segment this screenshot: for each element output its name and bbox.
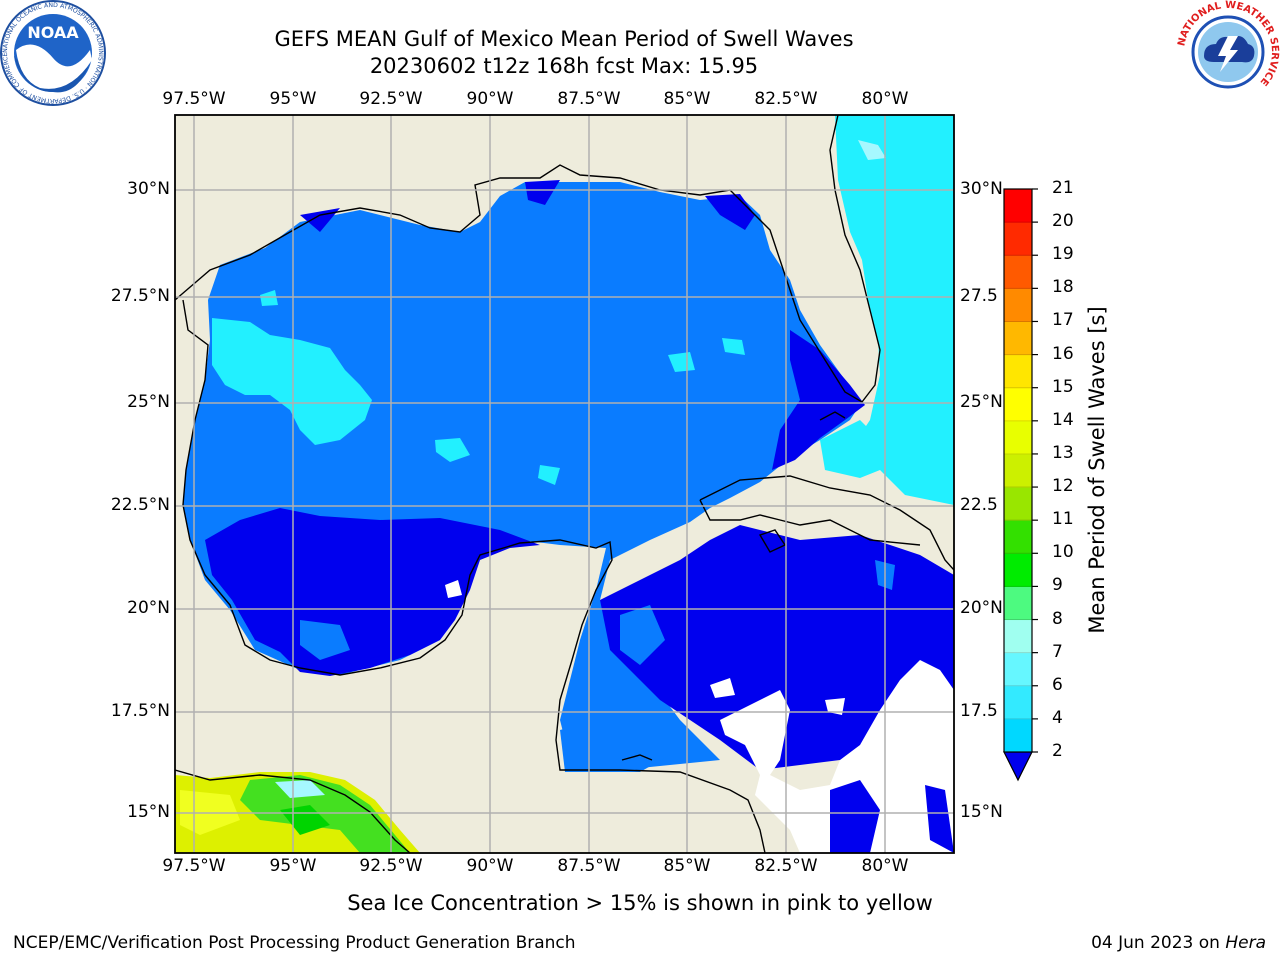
colorbar-segment <box>1004 453 1032 488</box>
lat-label-right: 25°N <box>960 392 1003 412</box>
colorbar-segment <box>1004 420 1032 455</box>
nws-logo: NATIONAL WEATHER SERVICE <box>1176 0 1280 103</box>
cyan-patch-west-gulf <box>212 318 372 445</box>
lon-label-top: 92.5°W <box>359 89 423 109</box>
low-period-region-florida-straits <box>772 330 865 470</box>
no-data-region <box>720 660 954 853</box>
colorbar-under-arrow <box>1003 751 1033 782</box>
atlantic-swell-region <box>835 115 954 505</box>
colorbar-segment <box>1004 553 1032 587</box>
colorbar-label: Mean Period of Swell Waves [s] <box>1085 306 1109 634</box>
lon-label-top: 87.5°W <box>557 89 621 109</box>
colorbar-segment <box>1004 321 1032 356</box>
lat-label-left: 30°N <box>127 179 170 199</box>
noaa-logo: NATIONAL OCEANIC AND ATMOSPHERIC ADMINIS… <box>0 0 106 106</box>
lat-label-left: 20°N <box>127 598 170 618</box>
colorbar-segment <box>1004 685 1032 720</box>
colorbar-segment <box>1004 189 1032 223</box>
colorbar-tick-label: 19 <box>1052 244 1074 265</box>
lat-label-right: 27.5 <box>960 286 998 306</box>
noaa-wordmark: NOAA <box>27 23 79 42</box>
lon-label-top: 82.5°W <box>754 89 818 109</box>
lat-label-right: 20°N <box>960 598 1003 618</box>
lon-label-top: 95°W <box>269 89 317 109</box>
lat-label-right: 15°N <box>960 802 1003 822</box>
lon-label-bottom: 90°W <box>466 856 514 876</box>
lon-label-top: 85°W <box>663 89 711 109</box>
colorbar-tick-label: 7 <box>1052 641 1063 662</box>
colorbar-frame <box>1003 188 1033 753</box>
lon-label-top: 97.5°W <box>162 89 226 109</box>
lat-label-right: 22.5 <box>960 495 998 515</box>
map-frame <box>174 114 955 854</box>
colorbar-tick-label: 6 <box>1052 674 1063 695</box>
colorbar <box>1003 188 1033 782</box>
graticule <box>175 115 954 853</box>
map-title: GEFS MEAN Gulf of Mexico Mean Period of … <box>274 27 854 51</box>
lon-label-top: 80°W <box>861 89 909 109</box>
lat-label-right: 17.5 <box>960 701 998 721</box>
lon-label-bottom: 97.5°W <box>162 856 226 876</box>
lon-label-bottom: 87.5°W <box>557 856 621 876</box>
lat-label-right: 30°N <box>960 179 1003 199</box>
low-period-region-caribbean <box>600 525 954 780</box>
colorbar-segment <box>1004 222 1032 256</box>
colorbar-tick-label: 13 <box>1052 442 1074 463</box>
colorbar-segment <box>1004 387 1032 422</box>
colorbar-segment <box>1004 354 1032 389</box>
lat-label-left: 22.5°N <box>110 495 170 515</box>
colorbar-tick-label: 15 <box>1052 376 1074 397</box>
colorbar-tick-label: 14 <box>1052 409 1074 430</box>
colorbar-tick-label: 12 <box>1052 476 1074 497</box>
sea-ice-note: Sea Ice Concentration > 15% is shown in … <box>347 891 933 915</box>
footer-date-text: 04 Jun 2023 on <box>1091 933 1226 953</box>
footer-host: Hera <box>1225 933 1266 953</box>
lat-label-left: 25°N <box>127 392 170 412</box>
map-subtitle-run: 20230602 t12z 168h fcst Max: 15.95 <box>369 54 759 78</box>
footer-date: 04 Jun 2023 on Hera <box>1091 933 1266 953</box>
lon-label-bottom: 80°W <box>861 856 909 876</box>
colorbar-segment <box>1004 586 1032 621</box>
colorbar-segment <box>1004 652 1032 687</box>
lon-label-bottom: 82.5°W <box>754 856 818 876</box>
low-period-region-bay-of-campeche <box>205 508 540 676</box>
colorbar-segment <box>1004 619 1032 654</box>
lon-label-bottom: 95°W <box>269 856 317 876</box>
lat-label-left: 15°N <box>127 802 170 822</box>
colorbar-tick-label: 16 <box>1052 343 1074 364</box>
lat-label-left: 27.5°N <box>110 286 170 306</box>
colorbar-tick-label: 9 <box>1052 575 1063 596</box>
colorbar-tick-label: 2 <box>1052 741 1063 761</box>
colorbar-tick-label: 21 <box>1052 178 1074 198</box>
colorbar-segment <box>1004 255 1032 289</box>
colorbar-tick-label: 11 <box>1052 509 1074 530</box>
colorbar-tick-label: 17 <box>1052 310 1074 331</box>
colorbar-tick-label: 18 <box>1052 277 1074 298</box>
colorbar-segment <box>1004 520 1032 554</box>
lon-label-bottom: 85°W <box>663 856 711 876</box>
colorbar-tick-label: 20 <box>1052 211 1074 232</box>
lat-label-left: 17.5°N <box>110 701 170 721</box>
colorbar-tick-label: 10 <box>1052 542 1074 563</box>
colorbar-segment <box>1004 718 1032 753</box>
lon-label-bottom: 92.5°W <box>359 856 423 876</box>
colorbar-tick-label: 4 <box>1052 707 1063 728</box>
colorbar-segment <box>1004 487 1032 521</box>
lon-label-top: 90°W <box>466 89 514 109</box>
footer-credit: NCEP/EMC/Verification Post Processing Pr… <box>13 933 576 953</box>
colorbar-segment <box>1004 288 1032 322</box>
colorbar-tick-label: 8 <box>1052 608 1063 629</box>
